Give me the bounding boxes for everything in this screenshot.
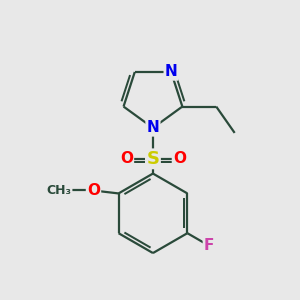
Text: F: F — [204, 238, 214, 253]
Text: N: N — [165, 64, 178, 80]
Text: O: O — [173, 151, 186, 166]
Text: S: S — [146, 150, 159, 168]
Text: CH₃: CH₃ — [46, 184, 71, 197]
Text: N: N — [147, 120, 159, 135]
Text: O: O — [87, 183, 100, 198]
Text: O: O — [120, 151, 133, 166]
